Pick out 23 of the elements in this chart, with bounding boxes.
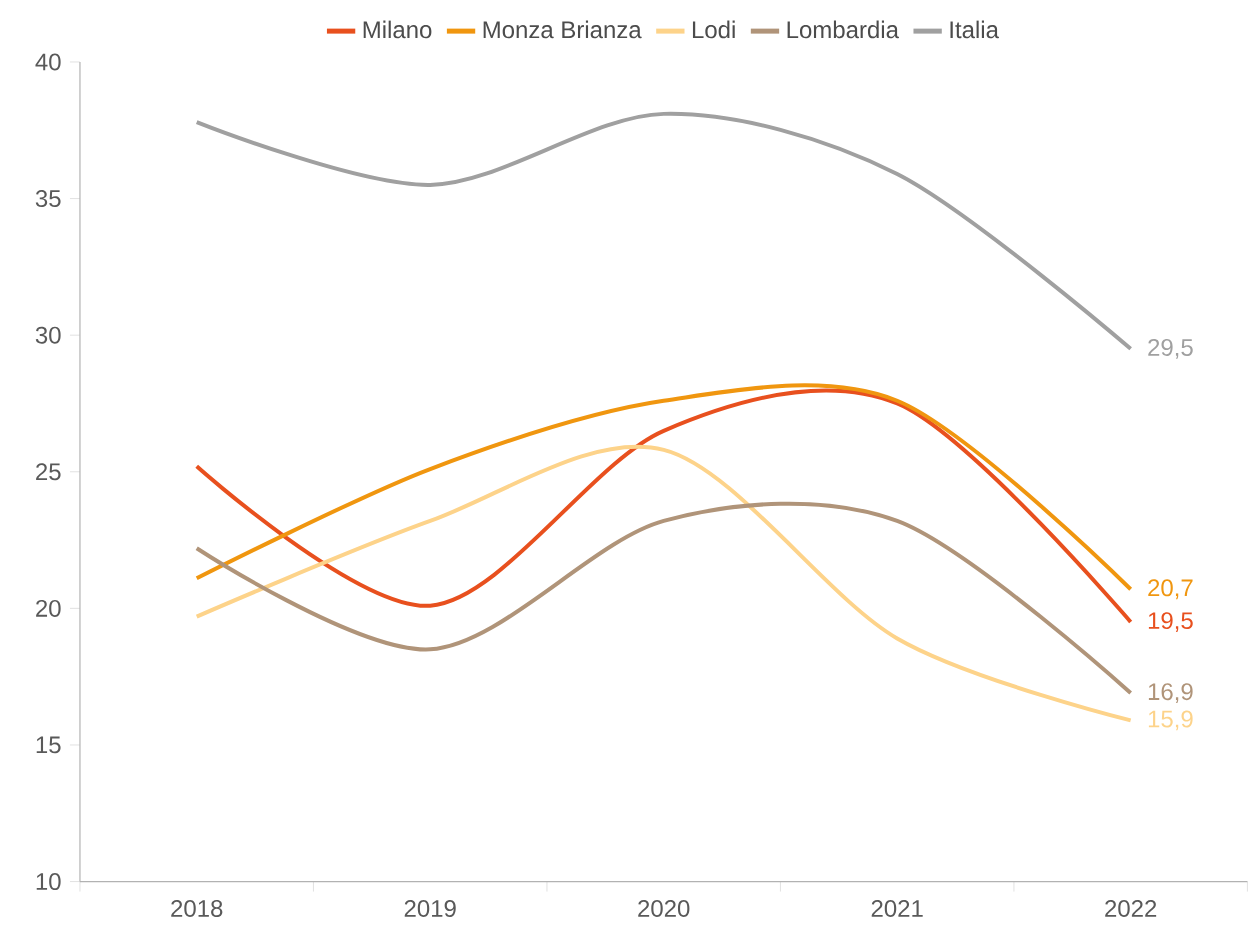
- x-tick-label: 2021: [871, 900, 923, 918]
- data-label: 19,5: [1148, 612, 1193, 633]
- data-label: 16,9: [1148, 683, 1193, 704]
- data-label: 29,5: [1148, 339, 1193, 359]
- x-tick-label: 2020: [638, 900, 690, 918]
- data-label: 15,9: [1148, 710, 1193, 731]
- line-series: [194, 112, 1133, 352]
- y-tick-label: 25: [36, 463, 61, 481]
- legend-label: Lodi: [692, 20, 735, 39]
- x-tick-label: 2022: [1105, 900, 1157, 918]
- y-tick-label: 20: [36, 600, 61, 618]
- y-tick-label: 30: [35, 326, 61, 344]
- legend-label: Milano: [363, 20, 432, 39]
- y-tick-label: 40: [35, 53, 61, 71]
- data-label: 20,7: [1148, 579, 1193, 600]
- y-tick-label: 15: [36, 736, 61, 754]
- legend-label: Monza Brianza: [483, 20, 642, 39]
- y-tick-label: 10: [36, 873, 61, 891]
- legend-label: Italia: [950, 20, 999, 39]
- x-tick-label: 2019: [404, 900, 456, 918]
- legend-label: Lombardia: [787, 20, 899, 39]
- y-tick-label: 35: [35, 190, 61, 208]
- x-tick-label: 2018: [171, 900, 223, 918]
